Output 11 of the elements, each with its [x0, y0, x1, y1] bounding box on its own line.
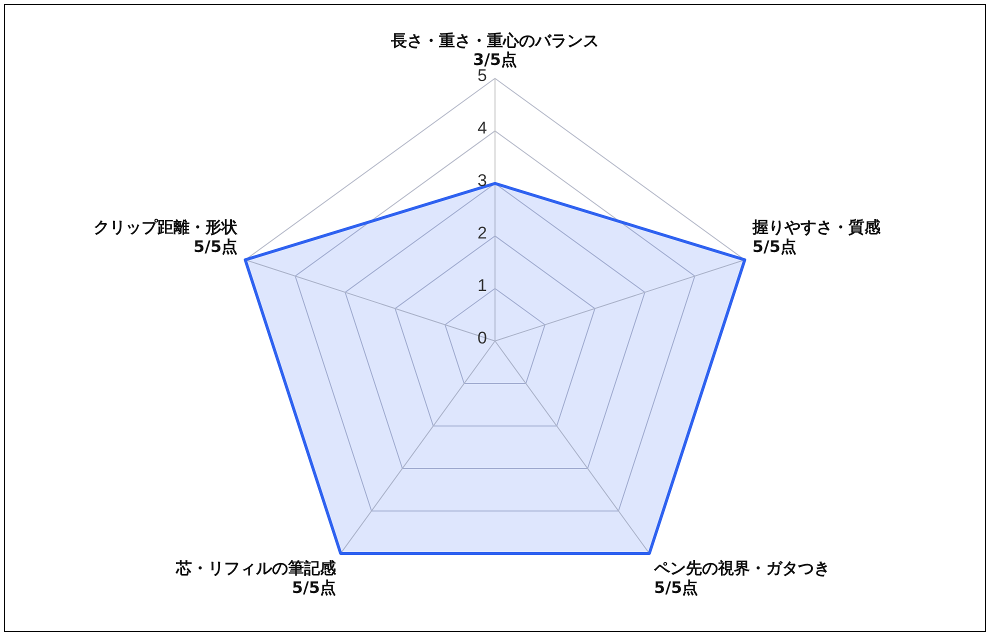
- spoke-label: 長さ・重さ・重心のバランス 3/5点: [390, 30, 599, 69]
- y-tick-label: 5: [478, 66, 487, 86]
- y-tick-label: 0: [478, 328, 487, 348]
- y-tick-label: 4: [478, 118, 487, 138]
- y-tick-label: 1: [478, 276, 487, 296]
- y-tick-label: 2: [478, 224, 487, 243]
- spoke-label: クリップ距離・形状 5/5点: [94, 218, 239, 256]
- y-tick-label: 3: [478, 171, 487, 190]
- spoke-label: 握りやすさ・質感 5/5点: [751, 218, 882, 256]
- spoke-label: 芯・リフィルの筆記感 5/5点: [174, 558, 337, 597]
- spoke-label: ペン先の視界・ガタつき 5/5点: [653, 558, 830, 597]
